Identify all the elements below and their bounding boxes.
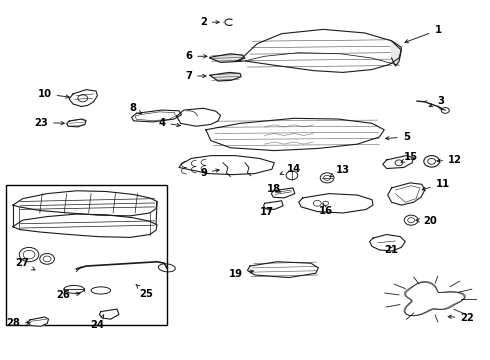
Text: 10: 10 bbox=[38, 89, 69, 99]
Text: 11: 11 bbox=[422, 179, 450, 190]
Polygon shape bbox=[210, 54, 245, 62]
Polygon shape bbox=[179, 156, 274, 175]
Text: 4: 4 bbox=[158, 118, 180, 128]
Polygon shape bbox=[13, 214, 157, 237]
Polygon shape bbox=[264, 201, 283, 210]
Polygon shape bbox=[69, 90, 98, 107]
Polygon shape bbox=[13, 191, 157, 216]
Polygon shape bbox=[27, 317, 49, 326]
Polygon shape bbox=[176, 108, 220, 126]
Text: 3: 3 bbox=[429, 96, 444, 107]
Text: 16: 16 bbox=[318, 203, 333, 216]
Text: 1: 1 bbox=[405, 25, 441, 43]
Text: 15: 15 bbox=[401, 152, 418, 162]
Text: 22: 22 bbox=[448, 313, 474, 323]
Text: 14: 14 bbox=[280, 163, 301, 175]
Polygon shape bbox=[383, 156, 414, 168]
Text: 18: 18 bbox=[267, 184, 281, 194]
Polygon shape bbox=[369, 234, 405, 251]
Text: 26: 26 bbox=[56, 291, 80, 301]
Text: 9: 9 bbox=[200, 168, 220, 178]
Text: 24: 24 bbox=[90, 315, 104, 330]
Text: 23: 23 bbox=[34, 118, 64, 128]
Text: 21: 21 bbox=[385, 245, 398, 255]
Polygon shape bbox=[388, 183, 425, 205]
Text: 12: 12 bbox=[437, 155, 462, 165]
Polygon shape bbox=[206, 118, 384, 150]
Polygon shape bbox=[247, 262, 318, 278]
Circle shape bbox=[428, 158, 436, 164]
Text: 8: 8 bbox=[129, 103, 142, 114]
Polygon shape bbox=[67, 119, 86, 127]
Text: 17: 17 bbox=[260, 207, 274, 217]
Text: 25: 25 bbox=[136, 284, 153, 299]
Text: 28: 28 bbox=[6, 319, 30, 328]
Polygon shape bbox=[99, 309, 119, 319]
Text: 2: 2 bbox=[200, 17, 219, 27]
Polygon shape bbox=[299, 194, 373, 213]
Text: 27: 27 bbox=[15, 258, 35, 270]
Polygon shape bbox=[235, 30, 401, 72]
Bar bbox=[5, 185, 167, 325]
Polygon shape bbox=[210, 72, 241, 81]
Polygon shape bbox=[271, 188, 295, 198]
Text: 5: 5 bbox=[386, 132, 410, 142]
Text: 6: 6 bbox=[185, 51, 207, 61]
Text: 7: 7 bbox=[185, 71, 206, 81]
Polygon shape bbox=[132, 110, 181, 122]
Polygon shape bbox=[392, 41, 401, 66]
Text: 19: 19 bbox=[229, 269, 253, 279]
Text: 20: 20 bbox=[416, 216, 437, 226]
Text: 13: 13 bbox=[330, 165, 350, 177]
